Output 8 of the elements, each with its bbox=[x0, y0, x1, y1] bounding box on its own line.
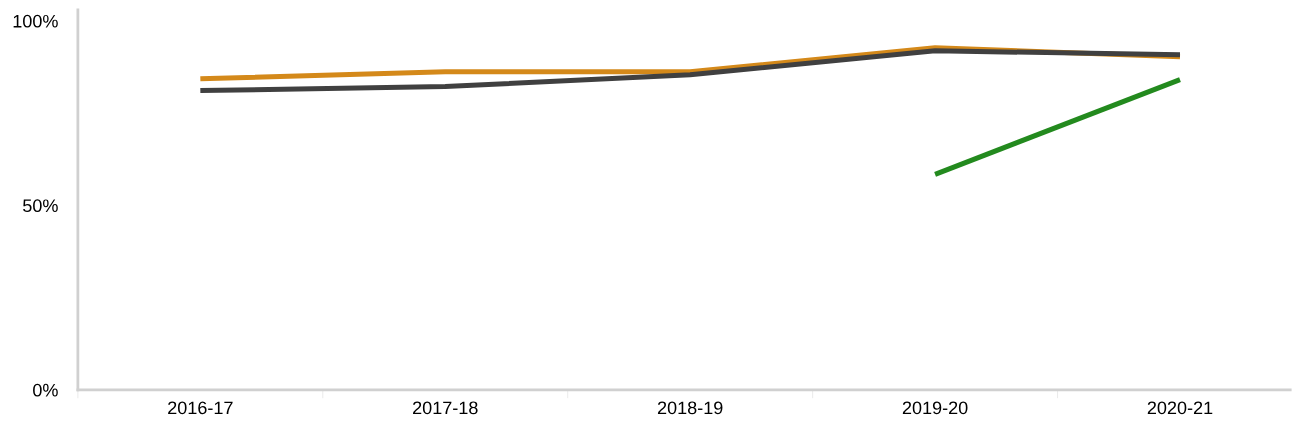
y-tick-label: 50% bbox=[23, 199, 58, 213]
x-tick-label: 2018-19 bbox=[657, 401, 723, 415]
x-tick-label: 2017-18 bbox=[413, 401, 478, 415]
x-tick-label: 2016-17 bbox=[168, 401, 233, 415]
x-tick-label: 2019-20 bbox=[902, 401, 968, 415]
y-tick-label: 100% bbox=[13, 14, 58, 28]
y-tick-label: 0% bbox=[33, 383, 58, 397]
x-tick-label: 2020-21 bbox=[1147, 401, 1213, 415]
